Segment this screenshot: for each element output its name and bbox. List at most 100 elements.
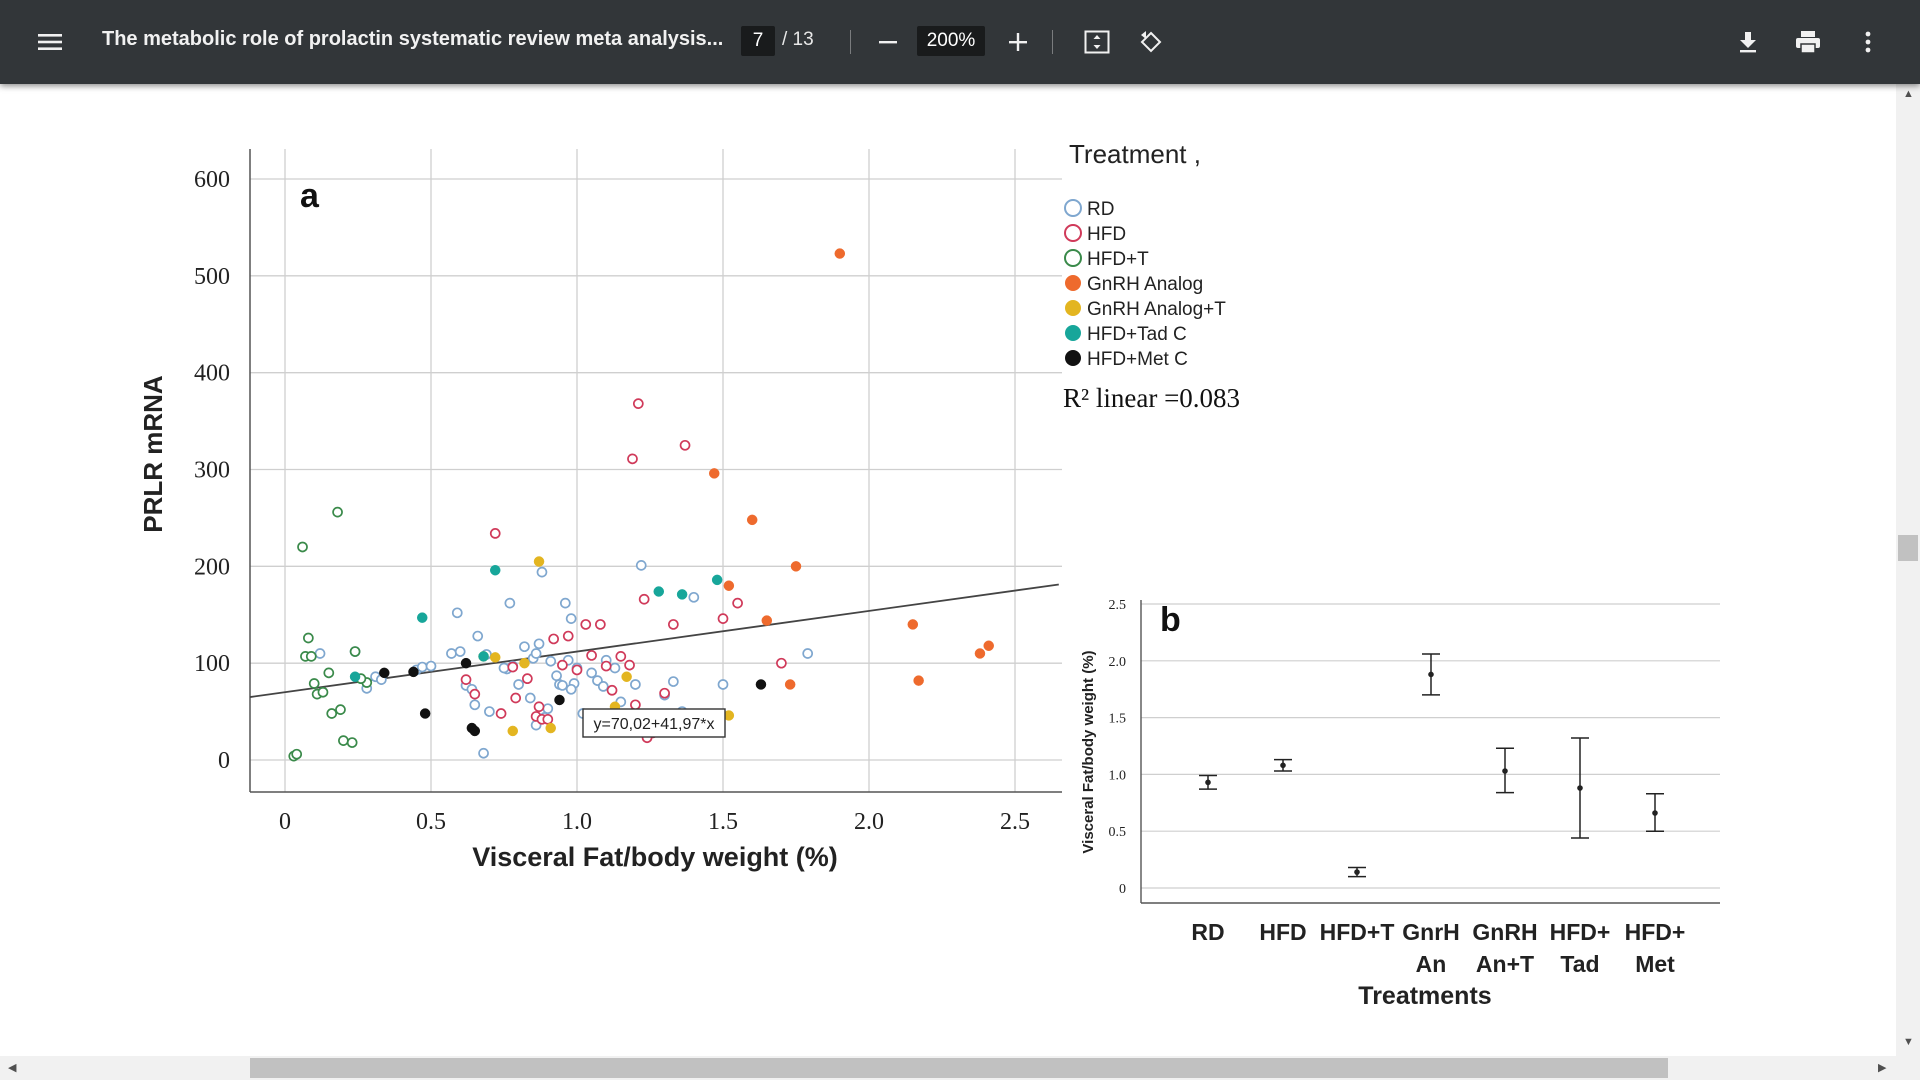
legend-marker [1064, 249, 1082, 267]
pdf-toolbar: The metabolic role of prolactin systemat… [0, 0, 1920, 84]
data-point [522, 673, 533, 685]
data-point [303, 632, 314, 644]
data-point [638, 593, 650, 605]
hamburger-menu-icon[interactable] [30, 22, 70, 62]
data-point [478, 651, 489, 662]
y-tick-label: 100 [194, 651, 230, 677]
data-point [624, 659, 635, 671]
data-point [600, 660, 612, 672]
zoom-level-input[interactable]: 200% [917, 26, 985, 56]
data-point [291, 748, 303, 760]
data-point [314, 648, 326, 659]
data-point [510, 692, 522, 704]
data-point [533, 638, 545, 650]
figure: 0 0.5 1.0 1.5 2.0 2.5 0 100 200 300 400 500 600 Visce… [138, 139, 1720, 1010]
mean-point [1280, 762, 1286, 769]
data-point [533, 556, 545, 567]
data-point [711, 574, 723, 586]
download-icon[interactable] [1728, 22, 1768, 62]
scroll-up-arrow-icon[interactable]: ▲ [1903, 88, 1914, 100]
data-point [349, 646, 361, 657]
x-axis-label: Treatments [1358, 982, 1491, 1010]
data-point [419, 708, 431, 719]
legend-label: HFD+Met C [1087, 349, 1188, 370]
data-point [834, 248, 846, 259]
data-point [507, 661, 519, 673]
data-point [507, 725, 519, 737]
legend-label: HFD [1087, 224, 1126, 245]
data-point [630, 679, 641, 690]
x-category-label: RD [1191, 919, 1224, 945]
y-tick-label: 1.0 [1109, 768, 1127, 783]
horizontal-scrollbar-thumb[interactable] [250, 1058, 1668, 1078]
legend-marker [1064, 224, 1082, 242]
fit-to-page-icon[interactable] [1077, 22, 1117, 62]
data-point [513, 679, 524, 690]
data-point [621, 671, 632, 682]
data-point [425, 660, 437, 672]
data-point [668, 676, 679, 687]
x-category-label: HFD+ [1625, 919, 1686, 945]
data-point [469, 688, 481, 700]
legend-label: GnRH Analog [1087, 274, 1203, 295]
legend-marker [1065, 350, 1081, 366]
mean-point [1652, 810, 1658, 816]
data-point [545, 722, 556, 734]
mean-point [1205, 779, 1211, 786]
data-point [708, 468, 720, 479]
data-point [416, 661, 428, 673]
legend-title: Treatment , [1069, 139, 1201, 169]
scroll-down-arrow-icon[interactable]: ▼ [1903, 1036, 1914, 1048]
data-point [519, 657, 530, 669]
scatter-panel-a: 0 0.5 1.0 1.5 2.0 2.5 0 100 200 300 400 500 600 Visce… [138, 139, 1240, 872]
scroll-right-arrow-icon[interactable]: ▶ [1878, 1062, 1887, 1074]
data-point [559, 597, 571, 609]
mean-point [1577, 785, 1583, 791]
legend-marker [1065, 275, 1081, 291]
data-point [469, 699, 481, 711]
fit-equation-label: y=70,02+41,97*x [594, 716, 715, 733]
rotate-icon[interactable] [1131, 22, 1171, 62]
y-tick-label: 500 [194, 264, 230, 290]
data-point [688, 591, 700, 603]
x-category-label: Met [1635, 951, 1675, 977]
print-icon[interactable] [1788, 22, 1828, 62]
data-point [489, 528, 501, 539]
data-point [478, 747, 489, 759]
data-point [717, 679, 729, 690]
data-point [332, 506, 343, 518]
plus-icon[interactable] [998, 22, 1038, 62]
legend-marker [1065, 300, 1081, 316]
minus-icon[interactable] [868, 22, 908, 62]
data-point [630, 699, 641, 711]
data-point [454, 646, 466, 657]
scroll-left-arrow-icon[interactable]: ◀ [8, 1062, 17, 1074]
data-point [723, 580, 735, 591]
data-point [536, 566, 548, 578]
y-tick-label: 2.0 [1109, 655, 1127, 670]
more-vert-icon[interactable] [1848, 22, 1888, 62]
data-point [606, 684, 618, 696]
data-point [761, 615, 773, 626]
data-point [460, 657, 472, 669]
data-point [907, 619, 919, 630]
x-category-label: Tad [1560, 951, 1599, 977]
data-point [542, 713, 554, 725]
page-number-input[interactable]: 7 [741, 26, 775, 56]
panel-label-a: a [300, 177, 320, 215]
data-point [679, 439, 691, 451]
vertical-scrollbar[interactable] [1896, 84, 1920, 1056]
data-point [557, 680, 568, 691]
document-title: The metabolic role of prolactin systemat… [102, 28, 724, 50]
data-point [533, 701, 545, 713]
data-point [305, 651, 317, 662]
vertical-scrollbar-thumb[interactable] [1898, 535, 1918, 561]
x-axis-label: Visceral Fat/body weight (%) [472, 842, 838, 872]
data-point [530, 648, 542, 659]
mean-point [1354, 869, 1360, 875]
data-point [635, 560, 647, 571]
x-tick-label: 1.0 [562, 809, 592, 835]
legend-label: GnRH Analog+T [1087, 299, 1226, 320]
pdf-page: 0 0.5 1.0 1.5 2.0 2.5 0 100 200 300 400 500 600 Visce… [0, 84, 1896, 1056]
data-point [732, 597, 743, 609]
